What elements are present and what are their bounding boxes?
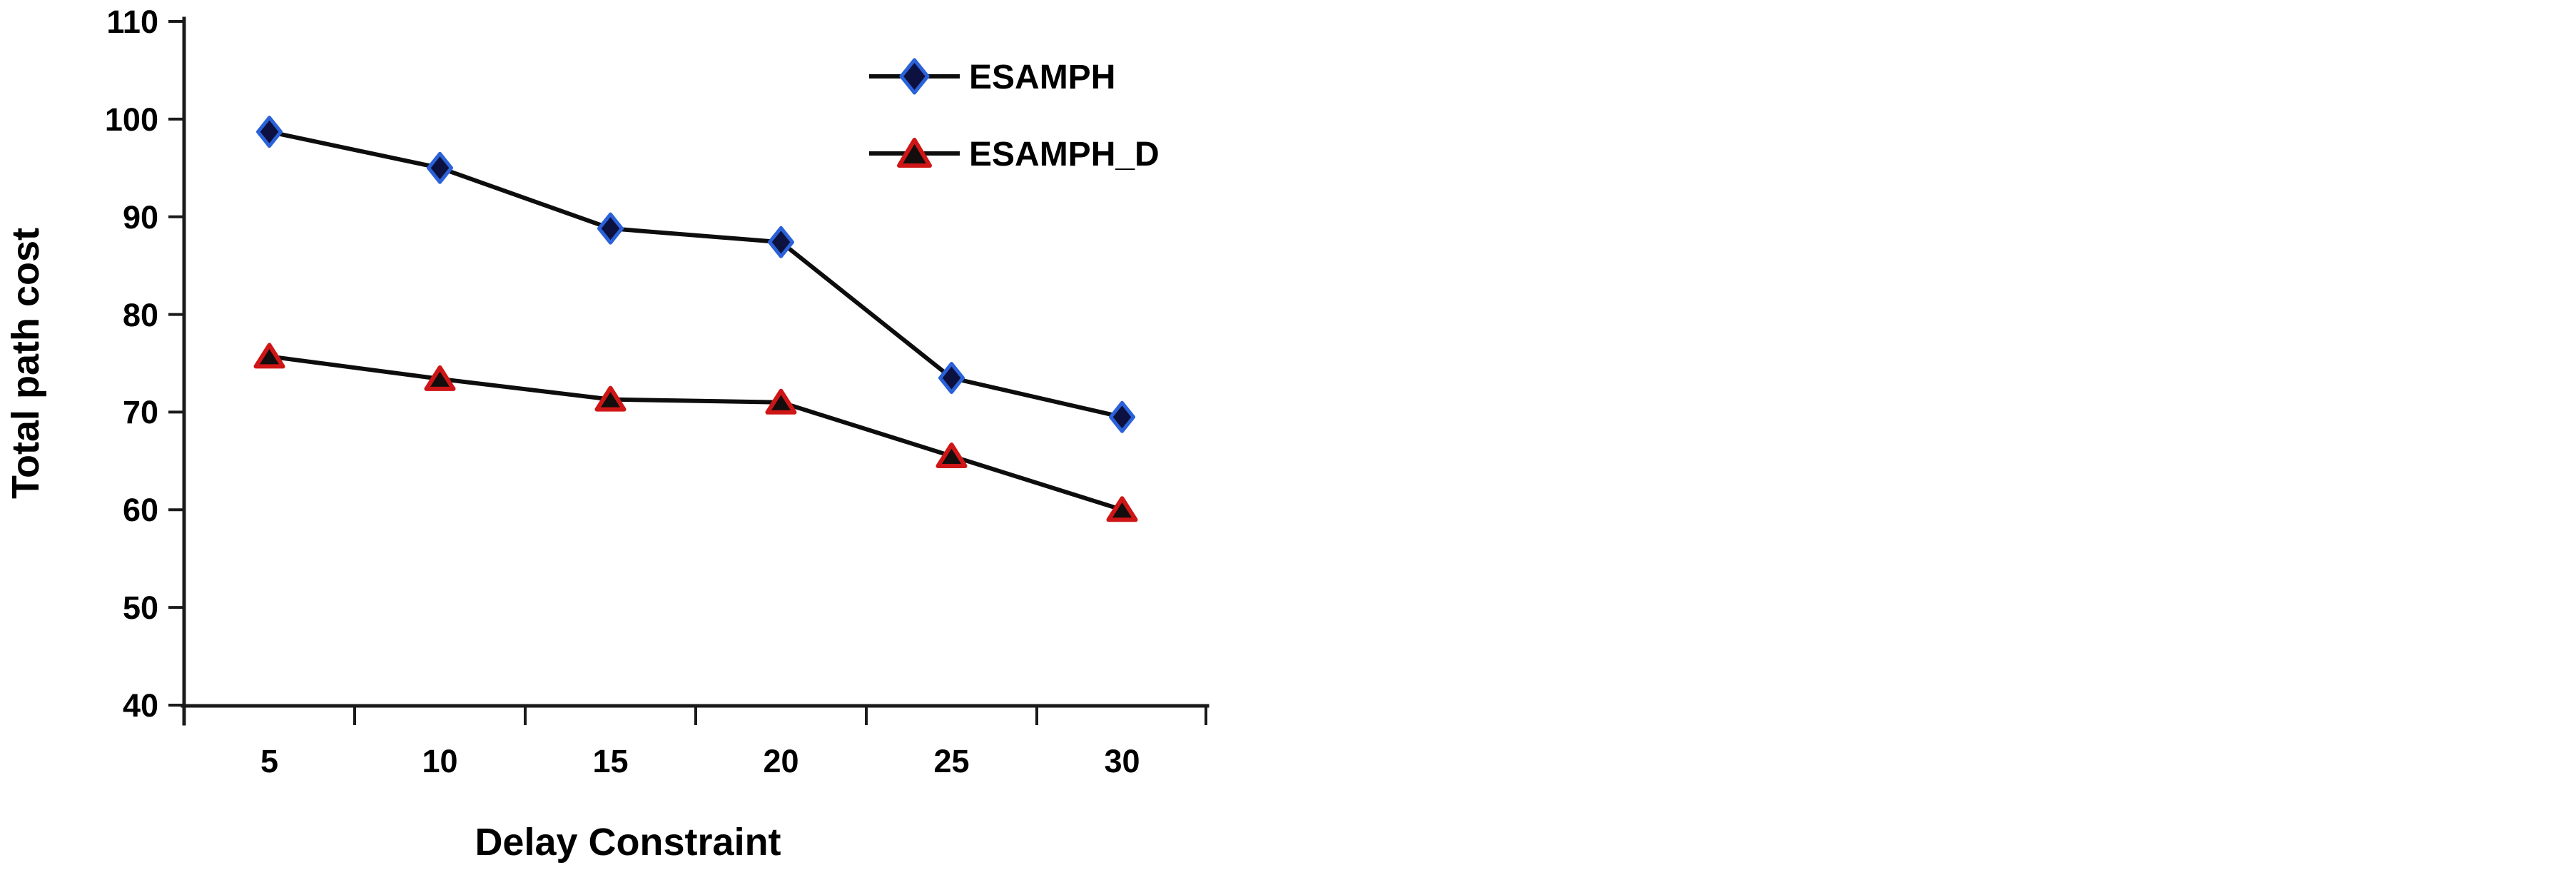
y-tick-marks [168, 20, 184, 707]
diamond-marker [938, 362, 965, 395]
y-tick-label: 60 [123, 492, 158, 528]
x-tick-labels: 5 10 15 20 25 30 [260, 743, 1140, 779]
y-tick-label: 50 [123, 590, 158, 626]
diamond-marker-icon [899, 58, 930, 95]
series-line-esamph_d [267, 354, 1125, 512]
plot-series [253, 116, 1138, 522]
y-tick-label: 40 [123, 687, 158, 724]
y-tick-labels: 110 100 90 80 70 60 50 40 [105, 4, 158, 724]
x-tick-label: 5 [260, 743, 278, 779]
triangle-marker [765, 388, 797, 415]
x-tick-label: 10 [422, 743, 457, 779]
y-tick-label: 100 [105, 101, 158, 138]
y-axis: 110 100 90 80 70 60 50 40 [105, 4, 186, 726]
legend-item-esamph: ESAMPH [869, 58, 1115, 96]
diamond-marker [1109, 400, 1135, 433]
triangle-marker [935, 442, 968, 469]
triangle-marker [1106, 496, 1138, 522]
x-tick-marks [353, 706, 1207, 725]
x-tick-label: 20 [763, 743, 798, 779]
diamond-marker [256, 116, 283, 148]
diamond-marker [427, 151, 453, 184]
y-tick-label: 80 [123, 297, 158, 333]
triangle-marker [594, 385, 627, 412]
y-tick-label: 110 [106, 4, 158, 40]
y-tick-label: 90 [123, 199, 158, 236]
series-line-esamph [267, 129, 1125, 420]
triangle-marker [424, 365, 456, 391]
y-tick-label: 70 [123, 394, 158, 430]
diamond-marker [597, 212, 624, 245]
legend-label: ESAMPH_D [969, 136, 1160, 173]
legend: ESAMPH ESAMPH_D [869, 58, 1160, 173]
triangle-marker [253, 343, 285, 369]
legend-item-esamph-d: ESAMPH_D [869, 136, 1160, 173]
x-axis-title: Delay Constraint [475, 821, 781, 864]
diamond-marker [768, 226, 794, 258]
x-tick-label: 30 [1104, 743, 1140, 779]
x-axis: 5 10 15 20 25 30 [181, 704, 1210, 779]
triangle-marker-icon [897, 138, 932, 168]
x-tick-label: 25 [933, 743, 969, 779]
y-axis-title: Total path cost [4, 228, 47, 499]
x-tick-label: 15 [592, 743, 628, 779]
legend-label: ESAMPH [969, 59, 1115, 96]
